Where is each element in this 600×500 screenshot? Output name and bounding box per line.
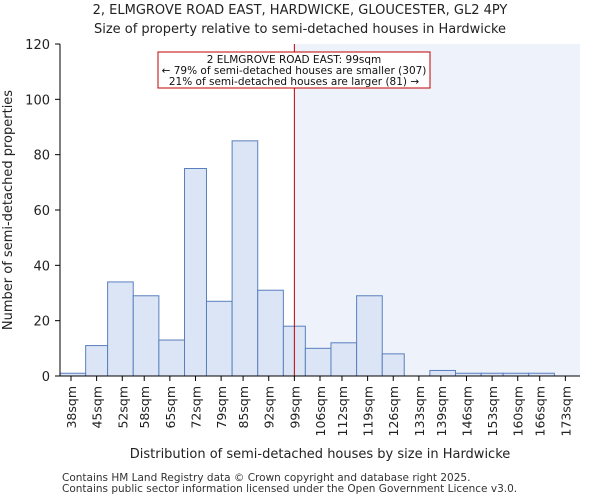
x-tick-label: 38sqm — [64, 386, 79, 429]
histogram-bar — [231, 140, 259, 377]
histogram-bar — [356, 295, 383, 377]
x-tick-label: 45sqm — [90, 386, 105, 429]
y-tick-label: 20 — [33, 315, 50, 330]
x-tick-label: 52sqm — [115, 386, 130, 429]
y-tick-label: 100 — [25, 93, 50, 108]
x-tick-label: 173sqm — [558, 386, 573, 436]
y-tick-label: 0 — [42, 370, 50, 385]
bars-group — [59, 140, 555, 377]
annotation-border — [157, 51, 431, 89]
x-tick-label: 58sqm — [137, 386, 152, 429]
x-tick-label: 65sqm — [163, 386, 178, 429]
x-tick-label: 99sqm — [287, 386, 302, 429]
chart-title: 2, ELMGROVE ROAD EAST, HARDWICKE, GLOUCE… — [92, 3, 508, 18]
y-tick-label: 80 — [33, 149, 50, 164]
x-tick-label: 166sqm — [533, 386, 548, 436]
annotation-line-3: 21% of semi-detached houses are larger (… — [169, 76, 420, 88]
x-ticks-group: 38sqm 45sqm 52sqm 58sqm 65sqm 72sqm 79sqm 85sqm… — [64, 376, 573, 436]
histogram-bar — [132, 295, 160, 377]
x-tick-label: 126sqm — [386, 386, 401, 436]
histogram-bar — [304, 347, 332, 377]
annotation-box: 2 ELMGROVE ROAD EAST: 99sqm ← 79% of sem… — [157, 51, 431, 89]
x-tick-label: 146sqm — [459, 386, 474, 436]
x-tick-label: 79sqm — [214, 386, 229, 429]
histogram-bar — [429, 369, 456, 377]
histogram-bar — [85, 345, 109, 377]
footer-copyright: Contains HM Land Registry data © Crown c… — [62, 472, 471, 484]
x-tick-label: 106sqm — [313, 386, 328, 436]
histogram-bar — [257, 289, 284, 377]
x-tick-label: 160sqm — [511, 386, 526, 436]
histogram-bar — [107, 281, 134, 377]
x-tick-label: 72sqm — [188, 386, 203, 429]
x-tick-label: 133sqm — [412, 386, 427, 436]
y-tick-label: 60 — [33, 204, 50, 219]
chart-subtitle: Size of property relative to semi-detach… — [93, 22, 507, 37]
histogram-bar — [381, 353, 405, 377]
x-tick-label: 85sqm — [236, 386, 251, 429]
histogram-bar — [184, 168, 207, 377]
y-tick-label: 120 — [25, 38, 50, 53]
x-axis-label: Distribution of semi-detached houses by … — [130, 447, 511, 462]
histogram-bar — [205, 300, 233, 377]
x-tick-label: 139sqm — [434, 386, 449, 436]
histogram-bar — [330, 342, 358, 377]
x-tick-label: 119sqm — [361, 386, 376, 436]
larger-properties-region — [294, 44, 580, 376]
y-ticks-group: 0 20 40 60 80 100 120 — [25, 38, 60, 385]
x-tick-label: 153sqm — [485, 386, 500, 436]
y-axis-label: Number of semi-detached properties — [1, 90, 16, 330]
y-tick-label: 40 — [33, 259, 50, 274]
footer-licence: Contains public sector information licen… — [62, 483, 518, 495]
annotation-line-1: 2 ELMGROVE ROAD EAST: 99sqm — [207, 54, 382, 66]
x-tick-label: 92sqm — [262, 386, 277, 429]
x-tick-label: 112sqm — [335, 386, 350, 436]
annotation-line-2: ← 79% of semi-detached houses are smalle… — [162, 65, 427, 77]
histogram-bar — [158, 339, 186, 377]
